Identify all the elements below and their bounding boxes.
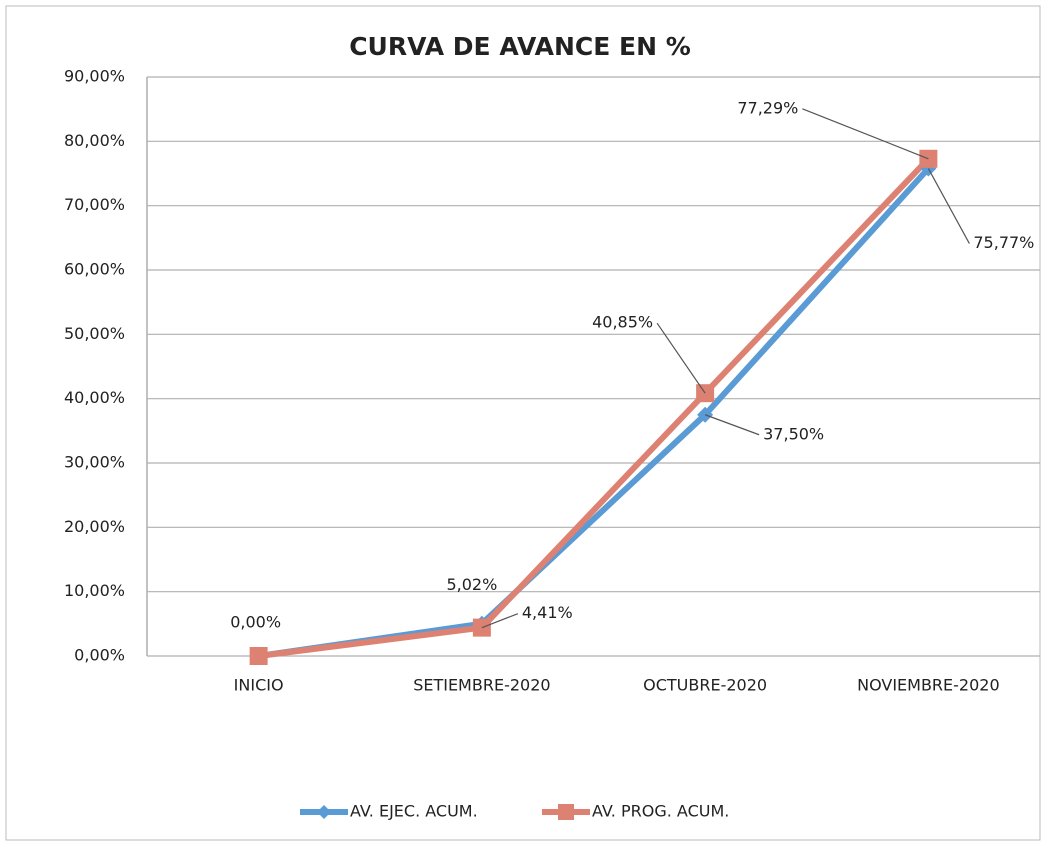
- data-label: 0,00%: [230, 613, 281, 632]
- data-label: 4,41%: [522, 603, 573, 622]
- leader-line: [927, 168, 970, 244]
- leader-line: [704, 414, 760, 436]
- chart-border: [5, 5, 1041, 841]
- y-tick-label: 80,00%: [64, 131, 125, 150]
- legend-marker: [317, 805, 331, 819]
- data-label: 75,77%: [973, 233, 1034, 252]
- legend-label: AV. PROG. ACUM.: [592, 802, 729, 821]
- y-tick-label: 50,00%: [64, 324, 125, 343]
- y-tick-label: 70,00%: [64, 195, 125, 214]
- chart-title: CURVA DE AVANCE EN %: [349, 32, 691, 61]
- y-tick-label: 20,00%: [64, 517, 125, 536]
- y-tick-label: 60,00%: [64, 260, 125, 279]
- data-label: 40,85%: [592, 313, 653, 332]
- y-tick-label: 10,00%: [64, 581, 125, 600]
- data-label: 5,02%: [446, 575, 497, 594]
- legend-label: AV. EJEC. ACUM.: [350, 802, 478, 821]
- x-tick-label: NOVIEMBRE-2020: [857, 676, 1000, 695]
- y-tick-label: 30,00%: [64, 453, 125, 472]
- data-line: [258, 156, 931, 659]
- data-label: 37,50%: [763, 424, 824, 443]
- leader-line: [802, 108, 929, 160]
- leader-line: [481, 613, 519, 629]
- leader-line: [656, 322, 706, 394]
- y-tick-label: 90,00%: [64, 67, 125, 86]
- x-tick-label: OCTUBRE-2020: [643, 676, 767, 695]
- data-point: [249, 647, 268, 665]
- data-label: 77,29%: [737, 98, 798, 117]
- x-tick-label: SETIEMBRE-2020: [413, 676, 550, 695]
- x-tick-label: INICIO: [234, 676, 284, 695]
- legend-marker: [558, 804, 574, 820]
- y-tick-label: 0,00%: [74, 646, 125, 665]
- y-tick-label: 40,00%: [64, 388, 125, 407]
